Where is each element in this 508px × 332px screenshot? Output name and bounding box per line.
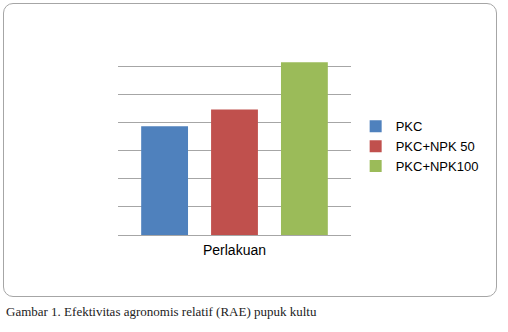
- svg-text:PKC+NPK100: PKC+NPK100: [396, 159, 479, 174]
- html-text:Gambar 1. Efektivitas agronomi: Gambar 1. Efektivitas agronomis relatif …: [6, 304, 317, 319]
- svg-text:Perlakuan: Perlakuan: [203, 242, 266, 258]
- svg-text:PKC: PKC: [396, 119, 423, 134]
- svg-text:PKC+NPK 50: PKC+NPK 50: [396, 139, 475, 154]
